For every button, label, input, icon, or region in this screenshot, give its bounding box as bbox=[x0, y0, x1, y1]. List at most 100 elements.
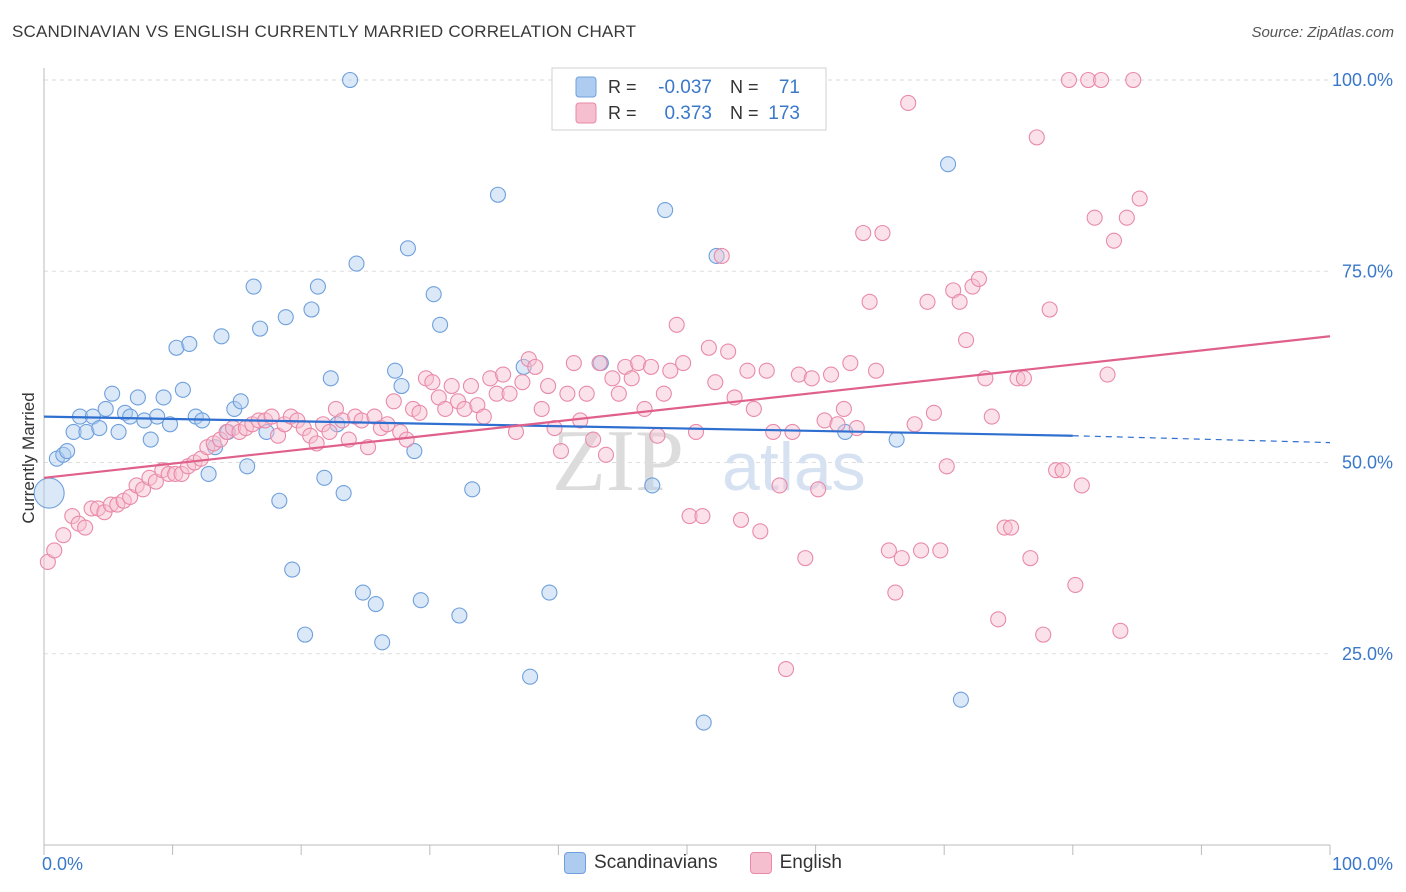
english-point bbox=[970, 270, 987, 287]
swatch-scandinavians bbox=[564, 852, 587, 874]
english-point bbox=[1028, 129, 1045, 146]
english-point bbox=[462, 377, 480, 395]
english-point bbox=[803, 370, 820, 387]
scandinavians-point bbox=[245, 278, 262, 295]
english-point bbox=[1067, 576, 1084, 593]
english-point bbox=[829, 416, 846, 433]
english-point bbox=[810, 481, 827, 498]
scandinavians-point bbox=[412, 592, 429, 609]
legend-r-label: R = bbox=[608, 77, 637, 97]
english-point bbox=[887, 584, 904, 601]
scandinavians-point bbox=[251, 320, 269, 337]
english-point bbox=[765, 423, 782, 440]
english-point bbox=[1080, 71, 1097, 89]
english-point bbox=[527, 358, 544, 375]
english-point bbox=[848, 420, 865, 437]
scandinavians-point bbox=[110, 423, 127, 440]
chart-title: SCANDINAVIAN VS ENGLISH CURRENTLY MARRIE… bbox=[12, 22, 637, 41]
scandinavians-point bbox=[393, 377, 410, 395]
english-point bbox=[855, 224, 872, 242]
scandinavians-point bbox=[952, 691, 969, 708]
english-point bbox=[797, 550, 814, 567]
scandinavians-point bbox=[239, 458, 256, 475]
english-point bbox=[694, 507, 711, 525]
english-point bbox=[1112, 622, 1129, 639]
english-point bbox=[1015, 370, 1032, 387]
english-point bbox=[700, 339, 717, 356]
english-point bbox=[475, 408, 492, 425]
scandinavians-point bbox=[644, 477, 661, 494]
english-point bbox=[668, 316, 685, 333]
english-point bbox=[610, 385, 627, 402]
english-point bbox=[784, 423, 801, 440]
scandinavians-point bbox=[451, 607, 468, 624]
axes bbox=[43, 68, 1331, 855]
english-point bbox=[655, 385, 672, 402]
scandinavians-point bbox=[91, 420, 108, 437]
english-points bbox=[39, 71, 1148, 678]
scandinavians-point bbox=[284, 561, 301, 578]
legend-label-english: English bbox=[779, 852, 842, 873]
legend-item-scandinavians[interactable]: Scandinavians bbox=[564, 852, 718, 874]
english-point bbox=[867, 362, 885, 379]
scandinavians-point bbox=[155, 389, 172, 406]
english-point bbox=[932, 542, 949, 559]
english-point bbox=[533, 400, 550, 418]
legend-item-english[interactable]: English bbox=[749, 852, 842, 874]
english-point bbox=[1060, 71, 1077, 89]
english-point bbox=[565, 354, 582, 372]
english-point bbox=[752, 523, 769, 540]
x-tick-label: 100.0% bbox=[1332, 854, 1393, 874]
english-point bbox=[167, 465, 184, 483]
english-point bbox=[636, 400, 653, 418]
english-point bbox=[983, 408, 1000, 425]
scandinavians-point bbox=[489, 186, 507, 203]
scandinavians-point bbox=[348, 255, 365, 272]
legend-r-label: R = bbox=[608, 103, 637, 123]
scandinavians-point bbox=[940, 156, 957, 173]
english-point bbox=[1048, 462, 1065, 479]
scandinavians-point bbox=[309, 278, 326, 295]
english-point bbox=[771, 477, 788, 494]
scandinavians-point bbox=[522, 668, 539, 685]
english-point bbox=[958, 332, 975, 349]
scandinavians-point bbox=[399, 240, 416, 257]
correlation-legend: R = -0.037 N = 71 R = 0.373 N = 173 bbox=[551, 67, 827, 131]
scandinavians-point bbox=[695, 714, 712, 731]
y-tick-label: 75.0% bbox=[1342, 261, 1393, 281]
english-point bbox=[893, 550, 910, 567]
scandinavians-point bbox=[59, 442, 76, 460]
scandinavians-point bbox=[181, 335, 198, 352]
english-point bbox=[790, 366, 807, 383]
english-point bbox=[925, 404, 942, 421]
scandinavians-point bbox=[122, 408, 139, 425]
english-point bbox=[623, 370, 640, 387]
y-tick-label: 50.0% bbox=[1342, 453, 1393, 473]
y-tick-label: 100.0% bbox=[1332, 70, 1393, 90]
scandinavians-points bbox=[33, 71, 969, 731]
english-point bbox=[861, 293, 878, 310]
english-point bbox=[46, 542, 63, 559]
legend-swatch-scandinavians bbox=[575, 76, 597, 98]
legend-box bbox=[551, 67, 827, 131]
english-point bbox=[540, 377, 557, 395]
english-point bbox=[604, 370, 621, 387]
english-point bbox=[777, 660, 795, 678]
legend-n-value: 71 bbox=[779, 77, 800, 98]
english-point bbox=[874, 224, 891, 242]
english-point bbox=[1099, 366, 1116, 383]
english-point bbox=[585, 431, 602, 448]
english-point bbox=[758, 362, 775, 379]
english-point bbox=[996, 519, 1013, 536]
scandinavians-point bbox=[200, 465, 217, 483]
english-point bbox=[514, 374, 531, 391]
legend-n-label: N = bbox=[730, 103, 759, 123]
scandinavians-point bbox=[888, 431, 905, 448]
legend-r-value: 0.373 bbox=[664, 103, 712, 124]
english-point bbox=[559, 385, 576, 402]
english-point bbox=[835, 400, 852, 418]
y-tick-label: 25.0% bbox=[1342, 644, 1393, 664]
english-point bbox=[822, 366, 840, 383]
legend-r-value: -0.037 bbox=[658, 77, 712, 98]
trend-lines bbox=[43, 335, 1331, 479]
